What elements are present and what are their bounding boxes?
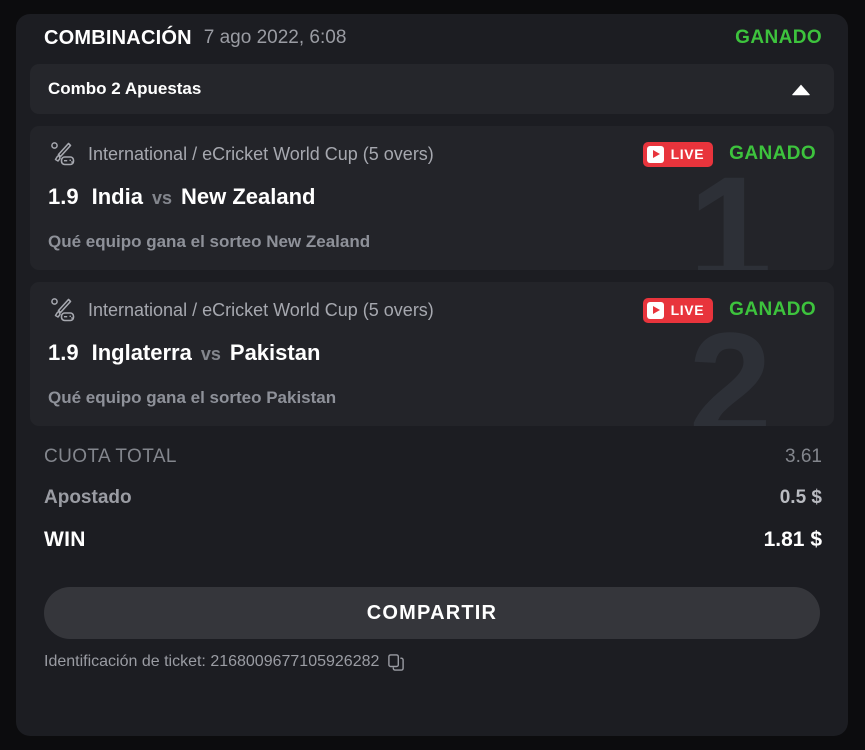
- bet-odds: 1.9: [48, 184, 79, 209]
- stake-label: Apostado: [44, 487, 132, 508]
- ticket-id-label: Identificación de ticket: 21680096771059…: [44, 653, 380, 670]
- total-odds-value: 3.61: [785, 446, 822, 467]
- bet-match-line: 1.9 India vs New Zealand: [48, 184, 816, 210]
- live-label: LIVE: [670, 302, 705, 318]
- bet-index-watermark: 1: [688, 145, 772, 270]
- live-badge: LIVE: [642, 141, 714, 167]
- totals-section: CUOTA TOTAL 3.61 Apostado 0.5 $ WIN 1.81…: [16, 438, 848, 569]
- vs-separator: vs: [200, 344, 221, 364]
- vs-separator: vs: [151, 188, 172, 208]
- league-name: International / eCricket World Cup (5 ov…: [88, 299, 434, 320]
- page-title: COMBINACIÓN: [44, 26, 192, 49]
- status-badge: GANADO: [735, 27, 822, 48]
- chevron-up-icon[interactable]: [790, 78, 812, 100]
- bet-header: International / eCricket World Cup (5 ov…: [48, 140, 816, 168]
- win-label: WIN: [44, 528, 86, 551]
- copy-icon[interactable]: [388, 653, 405, 671]
- bet-header: International / eCricket World Cup (5 ov…: [48, 296, 816, 324]
- ecricket-icon: [51, 142, 75, 166]
- combo-label: Combo 2 Apuestas: [48, 79, 202, 98]
- bet-row[interactable]: 2 International / eCricket World Cup (5 …: [30, 282, 834, 426]
- share-button-label: COMPARTIR: [366, 601, 498, 624]
- total-odds-row: CUOTA TOTAL 3.61: [44, 446, 822, 487]
- bet-market: Qué equipo gana el sorteo Pakistan: [48, 388, 337, 407]
- bet-row[interactable]: 1 International / eCricket World Cup (5 …: [30, 126, 834, 270]
- bet-market: Qué equipo gana el sorteo New Zealand: [48, 232, 371, 251]
- bet-index-watermark: 2: [688, 301, 772, 426]
- combo-header-bar[interactable]: Combo 2 Apuestas: [30, 64, 834, 114]
- team-away: New Zealand: [180, 184, 316, 209]
- win-row: WIN 1.81 $: [44, 528, 822, 569]
- ticket-id-row: Identificación de ticket: 21680096771059…: [16, 639, 848, 671]
- win-value: 1.81 $: [763, 528, 822, 551]
- ticket-date: 7 ago 2022, 6:08: [203, 27, 347, 48]
- total-odds-label: CUOTA TOTAL: [44, 446, 177, 467]
- bet-list: 1 International / eCricket World Cup (5 …: [16, 126, 848, 426]
- bet-odds: 1.9: [48, 340, 79, 365]
- ticket-header: COMBINACIÓN 7 ago 2022, 6:08 GANADO: [16, 14, 848, 58]
- live-badge: LIVE: [642, 297, 714, 323]
- stake-value: 0.5 $: [779, 487, 822, 508]
- ecricket-icon: [51, 298, 75, 322]
- play-icon: [646, 145, 664, 163]
- team-home: India: [91, 184, 143, 209]
- team-away: Pakistan: [229, 340, 321, 365]
- live-label: LIVE: [670, 146, 705, 162]
- share-button[interactable]: COMPARTIR: [44, 587, 820, 639]
- play-icon: [646, 301, 664, 319]
- stake-row: Apostado 0.5 $: [44, 487, 822, 528]
- bet-status-badge: GANADO: [729, 143, 816, 164]
- bet-status-badge: GANADO: [729, 299, 816, 320]
- league-name: International / eCricket World Cup (5 ov…: [88, 143, 434, 164]
- bet-match-line: 1.9 Inglaterra vs Pakistan: [48, 340, 816, 366]
- bet-ticket-card: COMBINACIÓN 7 ago 2022, 6:08 GANADO Comb…: [16, 14, 848, 736]
- team-home: Inglaterra: [91, 340, 192, 365]
